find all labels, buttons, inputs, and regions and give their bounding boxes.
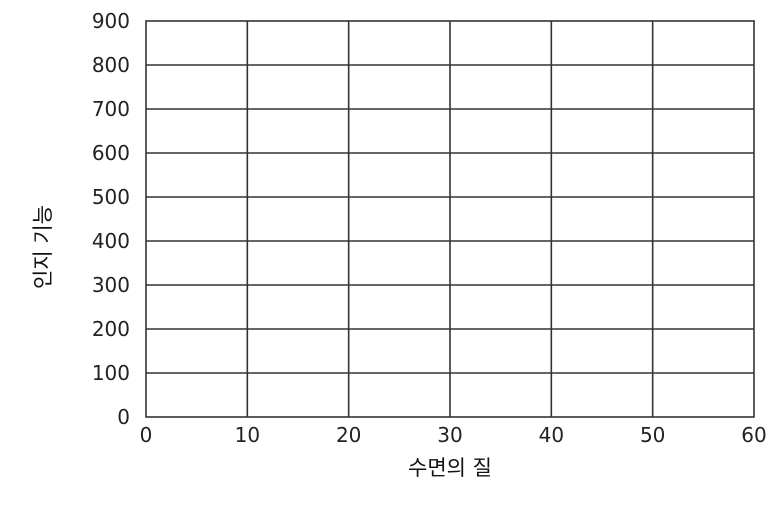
x-tick-label: 60 bbox=[741, 423, 766, 447]
y-tick-label: 300 bbox=[92, 273, 130, 297]
x-tick-label: 0 bbox=[140, 423, 153, 447]
x-tick-label: 30 bbox=[437, 423, 462, 447]
plot-frame bbox=[145, 20, 755, 418]
y-tick-label: 100 bbox=[92, 361, 130, 385]
y-tick-labels: 0 100 200 300 400 500 600 700 800 900 bbox=[92, 9, 130, 429]
x-tick-label: 50 bbox=[640, 423, 665, 447]
y-tick-label: 900 bbox=[92, 9, 130, 33]
x-tick-label: 10 bbox=[235, 423, 260, 447]
x-axis-title: 수면의 질 bbox=[408, 456, 492, 480]
y-tick-label: 0 bbox=[117, 405, 130, 429]
x-tick-label: 20 bbox=[336, 423, 361, 447]
y-tick-label: 500 bbox=[92, 185, 130, 209]
plot-border bbox=[145, 20, 755, 418]
y-tick-label: 600 bbox=[92, 141, 130, 165]
y-tick-label: 400 bbox=[92, 229, 130, 253]
x-tick-label: 40 bbox=[539, 423, 564, 447]
x-tick-labels: 0 10 20 30 40 50 60 bbox=[140, 423, 767, 447]
y-axis-title: 인지 기능 bbox=[31, 205, 55, 289]
grid-lines bbox=[146, 21, 754, 417]
y-tick-label: 800 bbox=[92, 53, 130, 77]
y-tick-label: 700 bbox=[92, 97, 130, 121]
y-tick-label: 200 bbox=[92, 317, 130, 341]
